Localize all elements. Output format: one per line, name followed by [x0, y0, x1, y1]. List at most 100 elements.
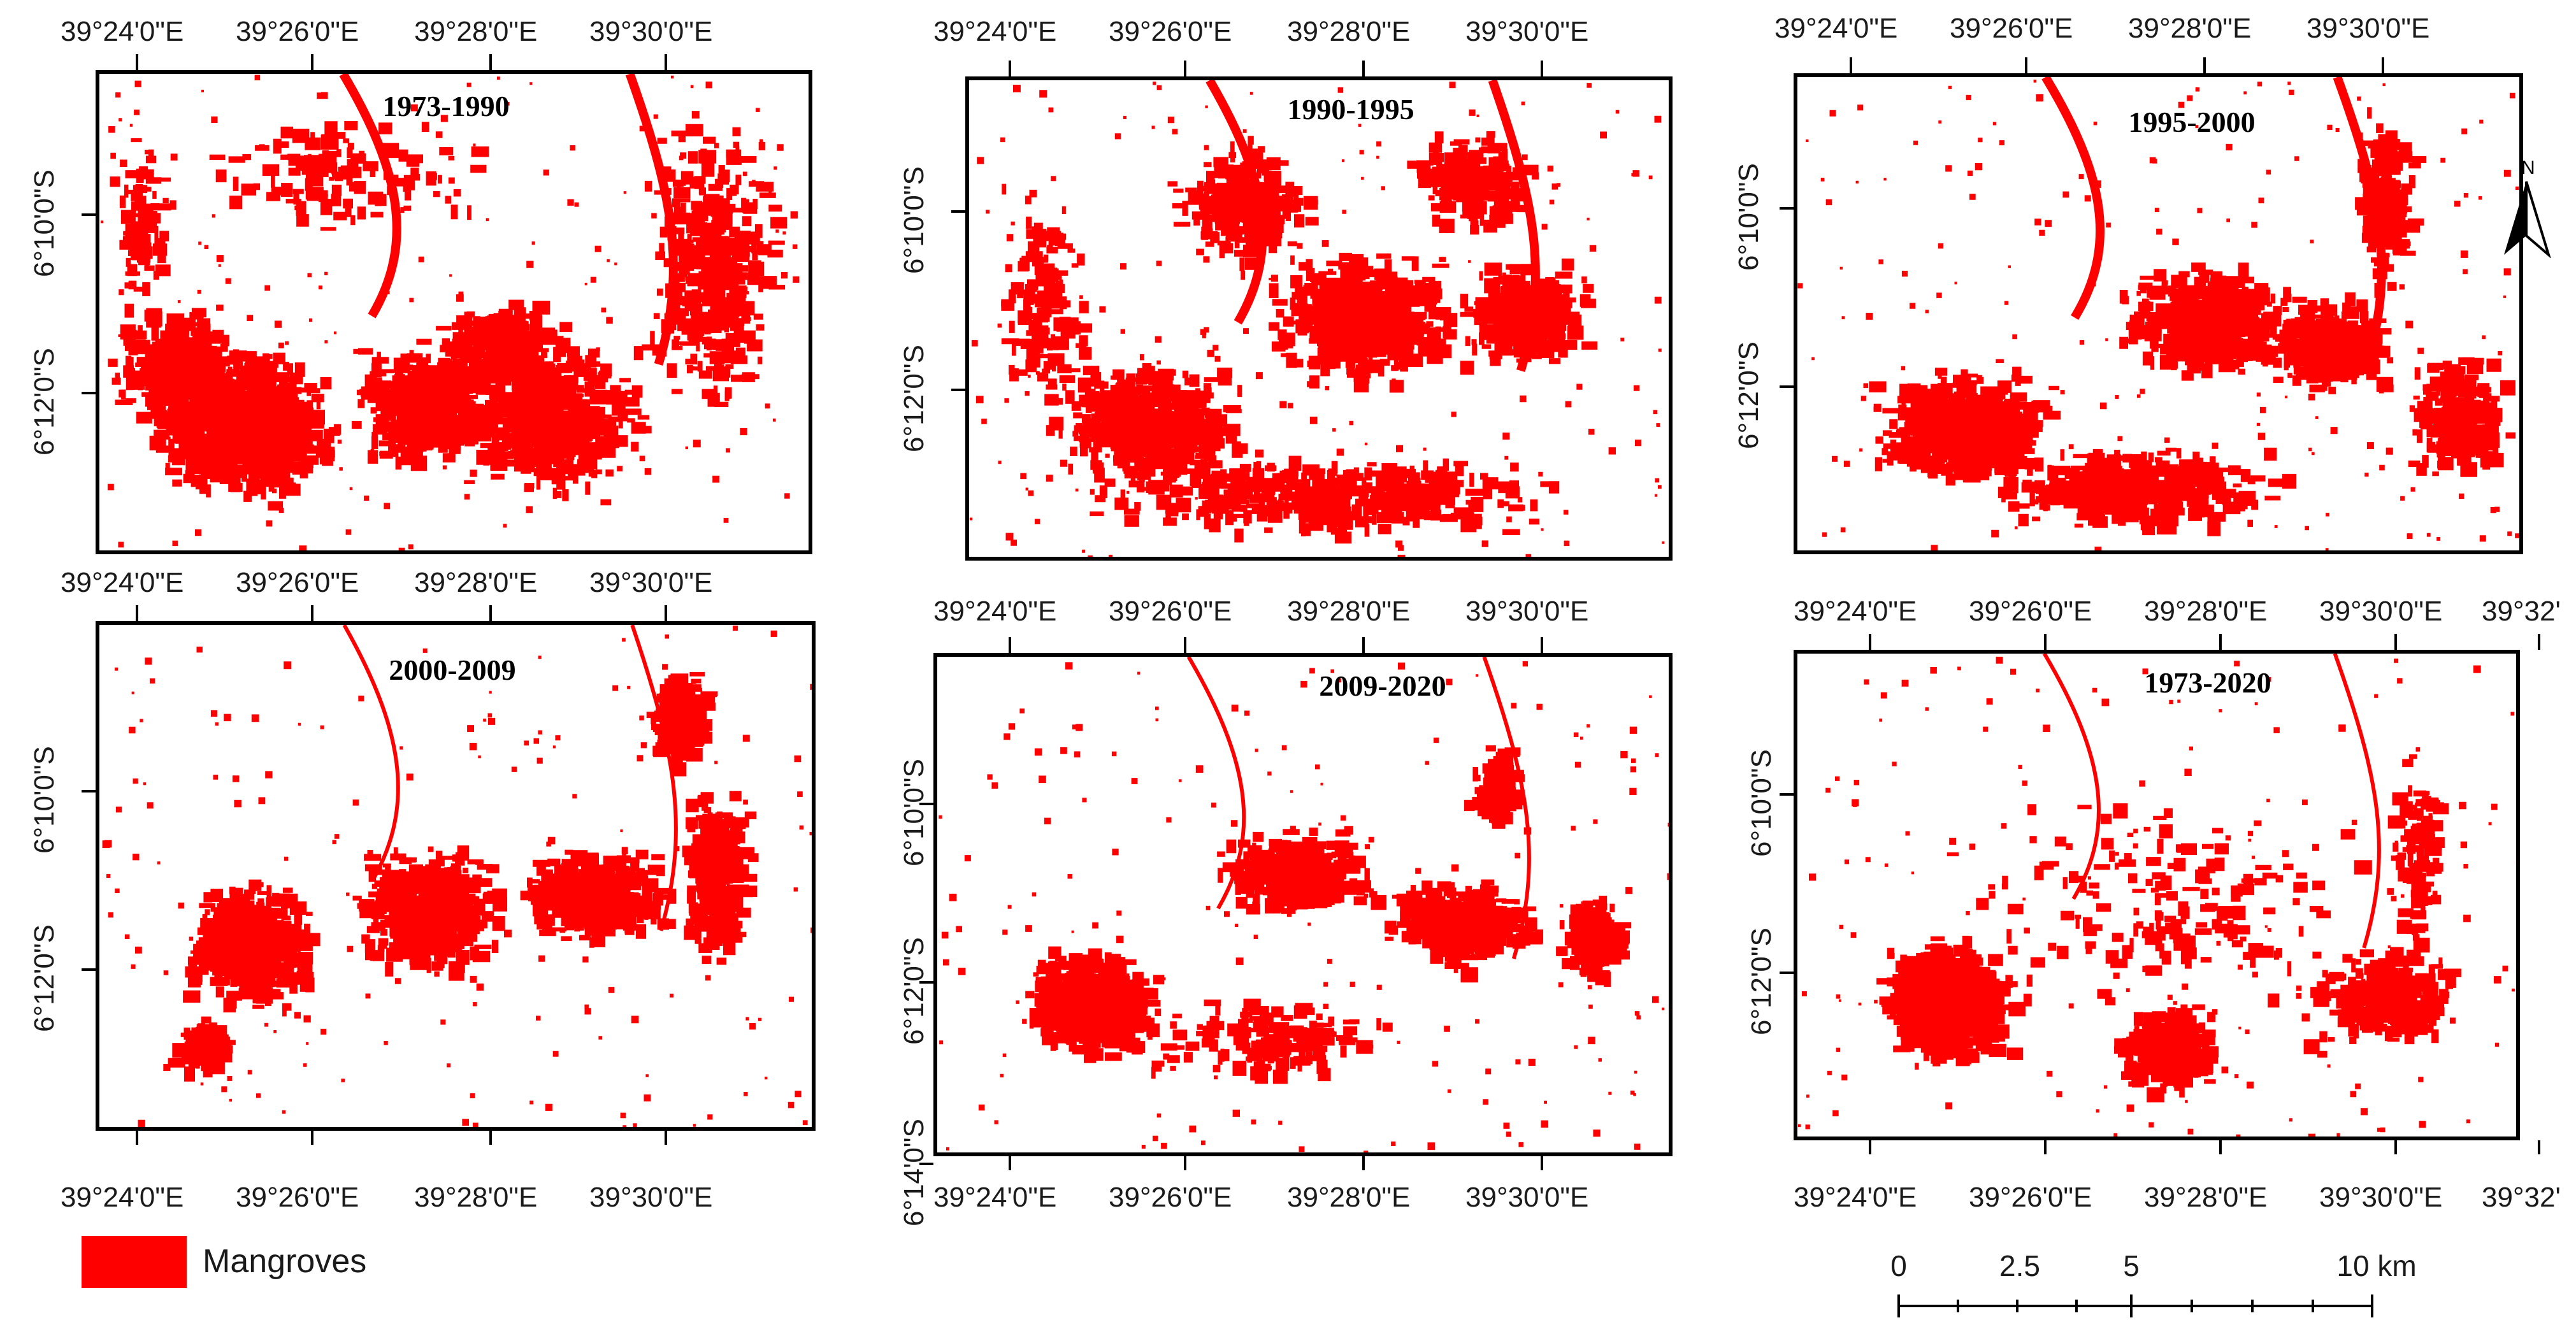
legend-label: Mangroves [203, 1243, 367, 1280]
tick-mark [136, 605, 138, 621]
panel-title: 1973-1990 [382, 90, 510, 122]
lon-label-bottom: 39°24'0"E [933, 1182, 1057, 1213]
lat-label-left: 6°10'0"S [29, 746, 60, 854]
tick-mark [489, 605, 492, 621]
lon-label-bottom: 39°28'0"E [1287, 1182, 1411, 1213]
mangrove-raster [101, 74, 800, 550]
tick-mark [1869, 1140, 1871, 1154]
tick-mark [1009, 1156, 1011, 1170]
lon-label-top: 39°28'0"E [414, 567, 538, 598]
tick-mark [82, 790, 96, 792]
tick-mark [919, 1163, 933, 1165]
lon-label-top: 39°26'0"E [1950, 13, 2073, 44]
scale-label-0: 0 [1890, 1249, 1907, 1282]
tick-mark [2219, 634, 2222, 650]
lon-label-bottom: 39°30'0"E [1465, 1182, 1589, 1213]
lon-label-top: 39°24'0"E [933, 16, 1057, 47]
lon-label-top: 39°28'0"E [2128, 13, 2252, 44]
scale-label-2-5: 2.5 [1999, 1249, 2040, 1282]
tick-mark [1184, 637, 1186, 653]
lon-label-top: 39°26'0"E [1969, 596, 2092, 627]
north-label: N [2521, 157, 2535, 178]
lon-label-top: 39°24'0"E [933, 596, 1057, 627]
tick-mark [1362, 637, 1365, 653]
lon-label-bottom: 39°26'0"E [1109, 1182, 1232, 1213]
tick-mark [311, 54, 313, 70]
map-frame [1794, 73, 2523, 554]
lon-label-top: 39°26'0"E [1109, 16, 1232, 47]
panel-title: 2000-2009 [389, 654, 516, 686]
lon-label-bottom: 39°32' [2482, 1182, 2561, 1213]
map-frame [965, 76, 1673, 561]
tick-mark [2219, 1140, 2222, 1154]
north-arrow-icon: N [2498, 156, 2555, 259]
tick-mark [951, 210, 965, 213]
mangrove-raster [102, 625, 812, 1127]
tick-mark [1009, 61, 1011, 76]
tick-mark [1780, 972, 1794, 974]
tick-mark [2044, 634, 2047, 650]
tick-mark [489, 1131, 492, 1145]
tick-mark [1184, 1156, 1186, 1170]
lon-label-bottom: 39°24'0"E [61, 1182, 184, 1213]
scale-bar-line [1897, 1294, 2373, 1317]
panel-title: 1990-1995 [1287, 93, 1414, 125]
lat-label-left: 6°12'0"S [898, 345, 930, 452]
lon-label-top: 39°30'0"E [589, 16, 713, 47]
lon-label-bottom: 39°26'0"E [236, 1182, 359, 1213]
tick-mark [2394, 634, 2397, 650]
lat-label-left: 6°12'0"S [29, 348, 60, 455]
lat-label-left: 6°12'0"S [1733, 341, 1764, 449]
scale-label-5: 5 [2123, 1249, 2140, 1282]
tick-mark [1541, 637, 1543, 653]
tick-mark [311, 1131, 313, 1145]
tick-mark [82, 213, 96, 216]
lat-label-left: 6°10'0"S [29, 169, 60, 277]
lon-label-top: 39°30'0"E [589, 567, 713, 598]
mangrove-raster [939, 657, 1669, 1152]
tick-mark [1780, 793, 1794, 796]
tick-mark [2044, 1140, 2047, 1154]
tick-mark [1541, 1156, 1543, 1170]
lon-label-top: 39°26'0"E [236, 16, 359, 47]
map-frame [96, 621, 816, 1131]
tick-mark [1780, 207, 1794, 210]
mangrove-raster [1798, 654, 2516, 1137]
lon-label-top: 39°32' [2482, 596, 2561, 627]
lat-label-left: 6°10'0"S [898, 166, 930, 274]
scale-label-10km: 10 km [2336, 1249, 2417, 1282]
tick-mark [665, 605, 667, 621]
lon-label-top: 39°28'0"E [2144, 596, 2268, 627]
legend-swatch [82, 1236, 187, 1288]
lat-label-left: 6°10'0"S [898, 759, 930, 866]
mangrove-raster [1797, 77, 2519, 550]
lon-label-top: 39°24'0"E [1794, 596, 1917, 627]
lat-label-left: 6°12'0"S [898, 937, 930, 1045]
lon-label-top: 39°30'0"E [1465, 596, 1589, 627]
lon-label-top: 39°24'0"E [61, 16, 184, 47]
tick-mark [1780, 385, 1794, 388]
lon-label-bottom: 39°28'0"E [2144, 1182, 2268, 1213]
tick-mark [1184, 61, 1186, 76]
lon-label-top: 39°28'0"E [1287, 16, 1411, 47]
scale-bar: 0 2.5 5 10 km [1890, 1249, 2417, 1325]
tick-mark [951, 389, 965, 391]
lon-label-top: 39°28'0"E [414, 16, 538, 47]
tick-mark [82, 968, 96, 971]
lon-label-top: 39°24'0"E [61, 567, 184, 598]
lon-label-top: 39°28'0"E [1287, 596, 1411, 627]
tick-mark [2382, 57, 2384, 73]
tick-mark [919, 803, 933, 805]
map-frame [933, 653, 1673, 1156]
tick-mark [665, 54, 667, 70]
lon-label-bottom: 39°28'0"E [414, 1182, 538, 1213]
lon-label-top: 39°26'0"E [236, 567, 359, 598]
lon-label-top: 39°26'0"E [1109, 596, 1232, 627]
tick-mark [665, 1131, 667, 1145]
tick-mark [82, 392, 96, 394]
tick-mark [1850, 57, 1852, 73]
tick-mark [2538, 634, 2540, 650]
lon-label-bottom: 39°24'0"E [1794, 1182, 1917, 1213]
lon-label-top: 39°24'0"E [1774, 13, 1898, 44]
panel-title: 1973-2020 [2144, 666, 2271, 699]
